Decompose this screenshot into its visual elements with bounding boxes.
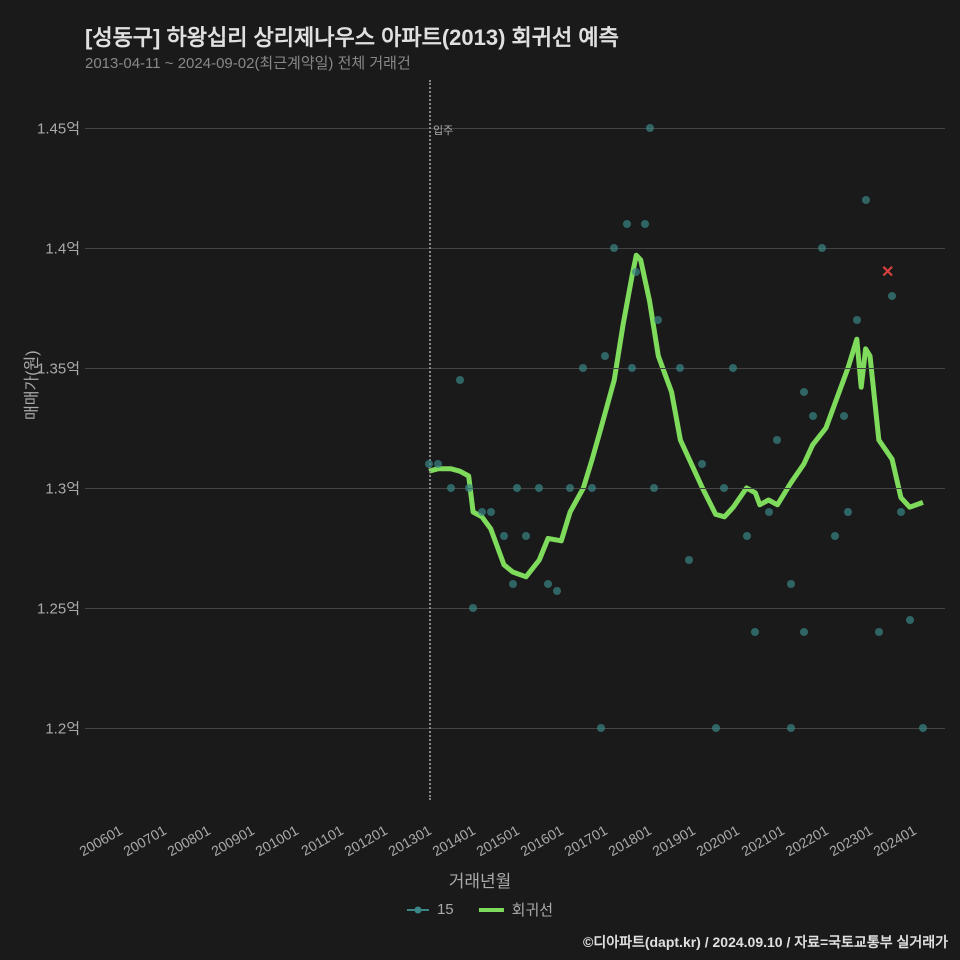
legend-scatter-label: 15 [437, 901, 454, 918]
vertical-marker-label: 입주 [433, 122, 453, 138]
scatter-point [875, 628, 883, 636]
scatter-point [610, 244, 618, 252]
scatter-point [844, 508, 852, 516]
scatter-point [654, 316, 662, 324]
legend-line-label: 회귀선 [512, 899, 553, 920]
scatter-point [623, 220, 631, 228]
y-tick: 1.25억 [20, 598, 80, 619]
scatter-point [535, 484, 543, 492]
credit-text: ©디아파트(dapt.kr) / 2024.09.10 / 자료=국토교통부 실… [583, 932, 948, 952]
gridline [85, 128, 945, 129]
scatter-point [787, 580, 795, 588]
scatter-point [579, 364, 587, 372]
scatter-point [698, 460, 706, 468]
legend-scatter: 15 [407, 901, 454, 918]
scatter-point [712, 724, 720, 732]
scatter-point [553, 587, 561, 595]
scatter-point [853, 316, 861, 324]
scatter-point [720, 484, 728, 492]
scatter-point [800, 628, 808, 636]
chart-container: [성동구] 하왕십리 상리제나우스 아파트(2013) 회귀선 예측 2013-… [0, 0, 960, 960]
x-axis-label: 거래년월 [449, 867, 512, 892]
scatter-point [478, 508, 486, 516]
scatter-point [509, 580, 517, 588]
scatter-point [818, 244, 826, 252]
y-tick: 1.3억 [20, 478, 80, 499]
scatter-point [809, 412, 817, 420]
scatter-point [751, 628, 759, 636]
scatter-point [919, 724, 927, 732]
scatter-point [513, 484, 521, 492]
scatter-point [522, 532, 530, 540]
y-tick: 1.45억 [20, 118, 80, 139]
scatter-point [743, 532, 751, 540]
y-tick: 1.2억 [20, 718, 80, 739]
scatter-point [773, 436, 781, 444]
scatter-point [566, 484, 574, 492]
scatter-point [641, 220, 649, 228]
scatter-point [862, 196, 870, 204]
scatter-point [601, 352, 609, 360]
scatter-point [469, 604, 477, 612]
y-tick: 1.4억 [20, 238, 80, 259]
scatter-point [646, 124, 654, 132]
legend-line-icon [479, 908, 504, 912]
scatter-point [676, 364, 684, 372]
scatter-point [434, 460, 442, 468]
scatter-point [888, 292, 896, 300]
scatter-point [544, 580, 552, 588]
scatter-point [840, 412, 848, 420]
highlight-x-marker: ✕ [881, 262, 894, 282]
scatter-point [628, 364, 636, 372]
line-chart-svg [85, 80, 945, 800]
gridline [85, 728, 945, 729]
scatter-point [597, 724, 605, 732]
vertical-marker-line [429, 80, 431, 800]
scatter-point [447, 484, 455, 492]
scatter-point [465, 484, 473, 492]
plot-area: 2006012007012008012009012010012011012012… [85, 80, 945, 800]
scatter-point [800, 388, 808, 396]
scatter-point [425, 460, 433, 468]
gridline [85, 368, 945, 369]
scatter-point [588, 484, 596, 492]
legend-line: 회귀선 [479, 899, 553, 920]
scatter-point [650, 484, 658, 492]
gridline [85, 608, 945, 609]
scatter-point [685, 556, 693, 564]
gridline [85, 248, 945, 249]
scatter-point [831, 532, 839, 540]
scatter-point [456, 376, 464, 384]
chart-title: [성동구] 하왕십리 상리제나우스 아파트(2013) 회귀선 예측 [85, 20, 619, 52]
regression-line [429, 255, 923, 577]
scatter-point [765, 508, 773, 516]
y-tick: 1.35억 [20, 358, 80, 379]
scatter-point [787, 724, 795, 732]
chart-subtitle: 2013-04-11 ~ 2024-09-02(최근계약일) 전체 거래건 [85, 52, 411, 73]
scatter-point [632, 268, 640, 276]
scatter-point [906, 616, 914, 624]
scatter-point [729, 364, 737, 372]
scatter-point [500, 532, 508, 540]
legend-scatter-icon [407, 909, 429, 911]
legend: 15 회귀선 [407, 899, 553, 920]
scatter-point [897, 508, 905, 516]
scatter-point [487, 508, 495, 516]
